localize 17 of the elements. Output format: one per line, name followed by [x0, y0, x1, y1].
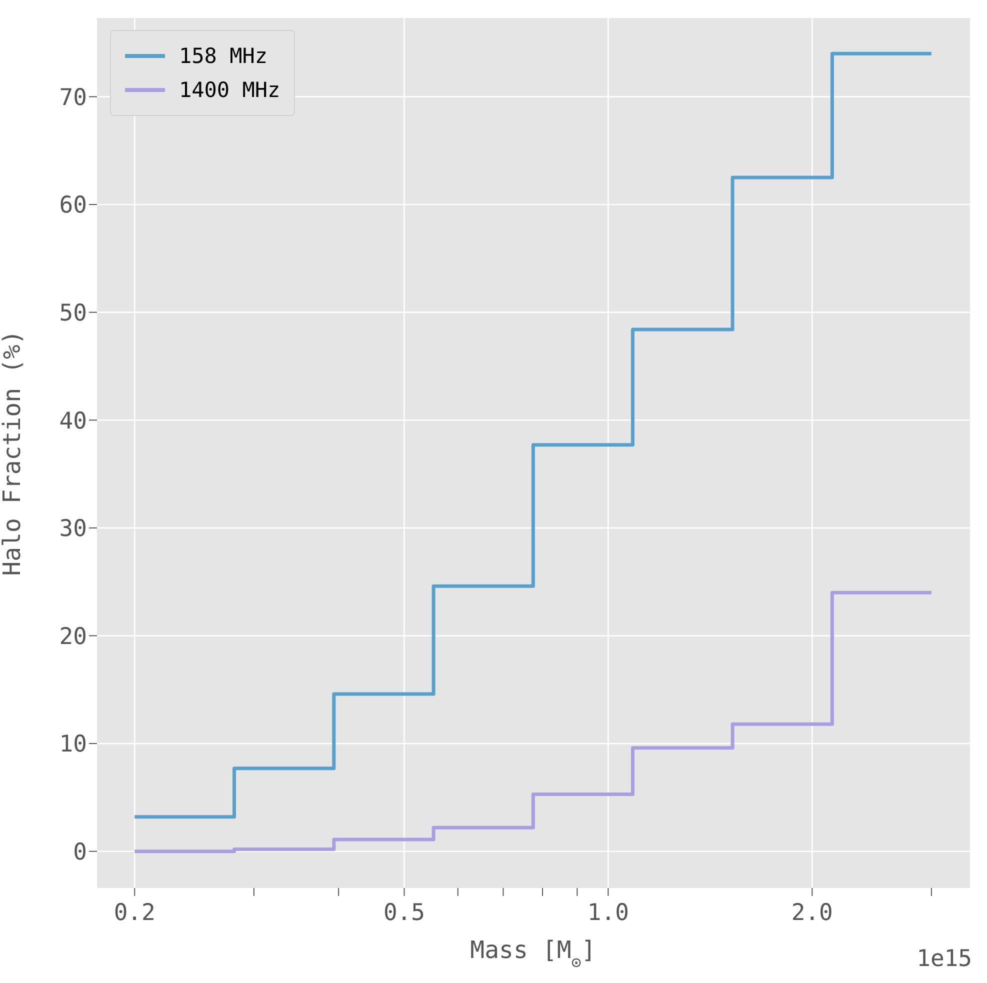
y-tick-label: 20 [59, 624, 87, 650]
y-tick-label: 70 [59, 84, 87, 111]
y-axis-title: Halo Fraction (%) [0, 330, 26, 576]
text: 1e15 [916, 946, 972, 972]
y-tick-label: 0 [73, 840, 87, 866]
x-tick-label: 2.0 [791, 900, 833, 926]
y-tick-label: 40 [59, 408, 87, 434]
y-tick-label: 50 [59, 300, 87, 326]
legend-label: 1400 MHz [179, 78, 280, 102]
x-axis-title: Mass [M$_{⊙}$] [470, 936, 596, 972]
y-tick-label: 10 [59, 732, 87, 758]
y-tick-label: 60 [59, 192, 87, 219]
x-tick-label: 0.2 [114, 900, 156, 926]
x-tick-label: 0.5 [383, 900, 425, 926]
legend-label: 158 MHz [179, 44, 268, 68]
x-tick-label: 1.0 [587, 900, 629, 926]
y-tick-label: 30 [59, 516, 87, 542]
